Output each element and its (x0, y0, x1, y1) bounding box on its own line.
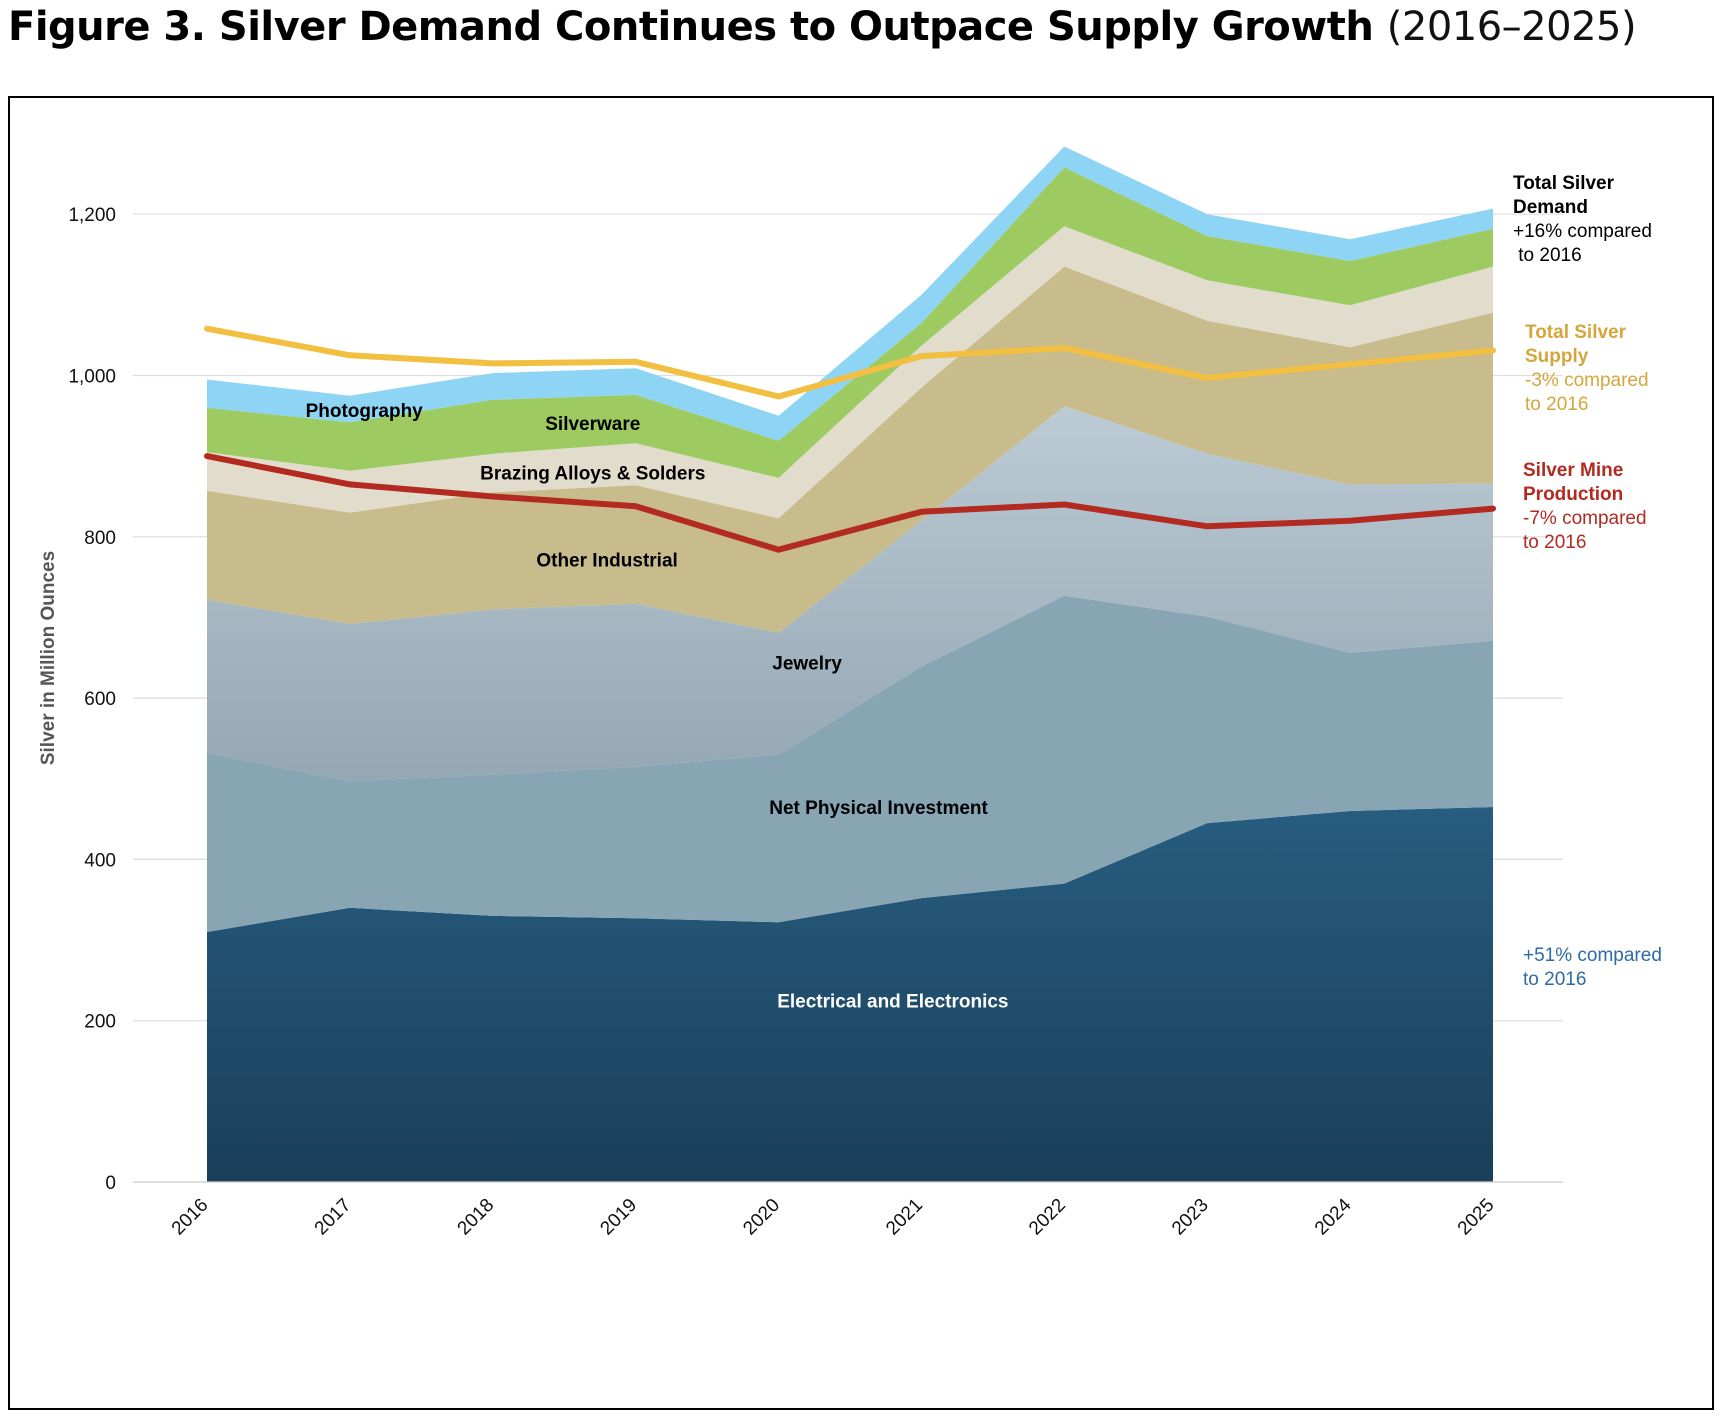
series-label-other-industrial: Other Industrial (536, 550, 677, 571)
annotation-total-supply: Total Silver Supply -3% compared to 2016 (1525, 322, 1649, 415)
annotation-mine-title-1: Silver Mine (1523, 460, 1623, 481)
x-tick-label-2020: 2020 (739, 1195, 784, 1240)
annotation-supply-title-1: Total Silver (1525, 322, 1627, 343)
area-photography (207, 146, 1493, 441)
annotation-mine-title-2: Production (1523, 484, 1623, 505)
x-tick-label-2018: 2018 (454, 1195, 499, 1240)
label-layer: Electrical and Electronics Net Physical I… (306, 401, 1009, 1012)
series-label-brazing-alloys-solders: Brazing Alloys & Solders (480, 463, 705, 484)
annotation-electronics: +51% compared to 2016 (1523, 945, 1662, 990)
chart-frame (8, 96, 1714, 1410)
annotation-mine-change: -7% compared (1523, 508, 1647, 529)
series-label-electrical-and-electronics: Electrical and Electronics (777, 992, 1008, 1013)
annotation-demand-title-2: Demand (1513, 197, 1588, 218)
annotation-mine-production: Silver Mine Production -7% compared to 2… (1523, 460, 1647, 553)
x-tick-label-2017: 2017 (311, 1195, 356, 1240)
y-tick-label-0: 0 (105, 1173, 116, 1194)
series-label-photography: Photography (306, 401, 424, 422)
series-label-silverware: Silverware (545, 414, 640, 435)
y-tick-label-800: 800 (84, 528, 116, 549)
figure-title-years: (2016–2025) (1386, 4, 1637, 50)
annotation-supply-change: -3% compared (1525, 370, 1649, 391)
area-electrical-and-electronics (207, 807, 1493, 1182)
annotation-demand-change: +16% compared (1513, 221, 1652, 242)
x-tick-label-2021: 2021 (882, 1195, 927, 1240)
y-tick-label-400: 400 (84, 850, 116, 871)
annotation-electronics-change: +51% compared (1523, 945, 1662, 966)
area-silverware (207, 167, 1493, 478)
x-tick-label-2024: 2024 (1311, 1194, 1356, 1239)
x-tick-label-2023: 2023 (1168, 1195, 1213, 1240)
y-tick-label-600: 600 (84, 689, 116, 710)
x-tick-label-2025: 2025 (1454, 1195, 1499, 1240)
y-tick-label-1200: 1,200 (68, 205, 116, 226)
y-tick-label-200: 200 (84, 1012, 116, 1033)
line-total-silver-supply (204, 325, 1496, 400)
series-label-net-physical-investment: Net Physical Investment (769, 798, 988, 819)
y-tick-label-1000: 1,000 (68, 367, 116, 388)
line-layer (204, 325, 1496, 553)
annotation-total-demand: Total Silver Demand +16% compared to 201… (1513, 173, 1652, 266)
area-layer (207, 146, 1493, 1182)
annotation-supply-title-2: Supply (1525, 346, 1589, 367)
annotation-mine-base: to 2016 (1523, 532, 1586, 553)
x-tick-label-2016: 2016 (168, 1195, 213, 1240)
x-tick-label-2019: 2019 (596, 1195, 641, 1240)
figure-title-main: Figure 3. Silver Demand Continues to Out… (8, 4, 1374, 50)
annotation-supply-base: to 2016 (1525, 394, 1588, 415)
figure-title: Figure 3. Silver Demand Continues to Out… (8, 2, 1637, 52)
line-silver-mine-production (204, 453, 1496, 553)
x-tick-label-2022: 2022 (1025, 1195, 1070, 1240)
annotation-demand-base: to 2016 (1513, 245, 1582, 266)
area-other-industrial (207, 266, 1493, 633)
area-brazing-alloys-solders (207, 226, 1493, 519)
area-net-physical-investment (207, 595, 1493, 932)
y-axis-title: Silver in Million Ounces (38, 551, 59, 765)
area-jewelry (207, 406, 1493, 782)
annotation-electronics-base: to 2016 (1523, 969, 1586, 990)
annotation-demand-title-1: Total Silver (1513, 173, 1615, 194)
series-label-jewelry: Jewelry (772, 654, 842, 675)
